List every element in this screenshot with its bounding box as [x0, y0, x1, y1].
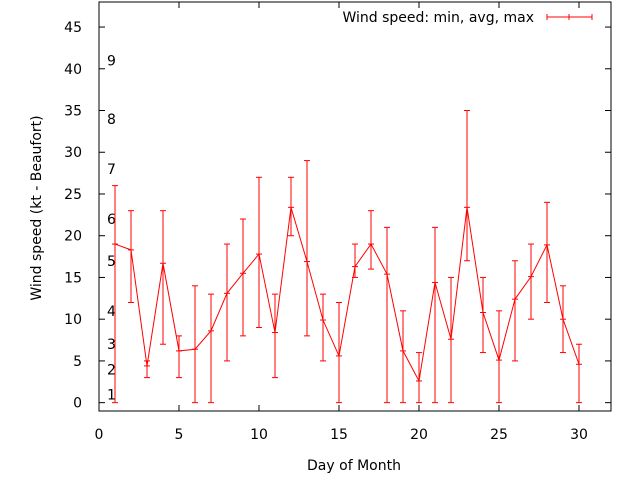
- beaufort-label: 6: [107, 212, 116, 228]
- error-bar: [496, 310, 502, 404]
- y-tick-label: 10: [64, 312, 82, 328]
- error-bar: [576, 343, 582, 404]
- legend-label: Wind speed: min, avg, max: [342, 10, 534, 26]
- beaufort-label: 3: [107, 337, 116, 353]
- y-tick-label: 30: [64, 145, 82, 161]
- error-bar: [336, 301, 342, 404]
- error-bar: [416, 352, 422, 404]
- beaufort-label: 5: [107, 254, 116, 270]
- legend: Wind speed: min, avg, max: [342, 10, 593, 26]
- error-bar: [400, 310, 406, 404]
- beaufort-label: 4: [107, 304, 116, 320]
- y-tick-label: 0: [73, 396, 82, 412]
- error-bar: [272, 293, 278, 379]
- y-tick-label: 35: [64, 104, 82, 120]
- error-bar: [176, 335, 182, 379]
- y-tick-label: 15: [64, 270, 82, 286]
- y-tick-label: 5: [73, 354, 82, 370]
- beaufort-label: 2: [107, 362, 116, 378]
- beaufort-label: 9: [107, 53, 116, 69]
- x-tick-label: 15: [330, 427, 348, 443]
- error-bar: [384, 226, 390, 404]
- error-bar: [192, 285, 198, 404]
- error-bar: [320, 293, 326, 362]
- error-bar: [208, 293, 214, 404]
- error-bar: [112, 185, 118, 404]
- error-bar: [304, 160, 310, 337]
- y-tick-label: 40: [64, 62, 82, 78]
- error-bar: [432, 226, 438, 404]
- error-bar: [240, 218, 246, 337]
- beaufort-label: 7: [107, 162, 116, 178]
- y-tick-label: 20: [64, 229, 82, 245]
- error-bar: [480, 276, 486, 354]
- error-bar: [448, 276, 454, 404]
- error-bar: [224, 243, 230, 362]
- error-bar: [160, 210, 166, 345]
- x-tick-label: 25: [490, 427, 508, 443]
- x-tick-label: 10: [250, 427, 268, 443]
- error-bar: [128, 210, 134, 303]
- series-group: [112, 110, 582, 404]
- y-tick-label: 25: [64, 187, 82, 203]
- error-bar: [528, 243, 534, 320]
- x-tick-label: 0: [95, 427, 104, 443]
- x-axis-title: Day of Month: [307, 458, 401, 474]
- plot-frame: [98, 1, 612, 412]
- error-bar: [352, 243, 358, 278]
- legend-swatch: [546, 14, 593, 20]
- beaufort-label: 1: [107, 387, 116, 403]
- error-bar: [464, 110, 470, 262]
- beaufort-scale: 1 2 3 4 5 6 7 8 9: [107, 53, 116, 403]
- error-bar: [368, 210, 374, 270]
- beaufort-label: 8: [107, 112, 116, 128]
- error-bar: [512, 260, 518, 362]
- error-bar: [256, 176, 262, 329]
- error-bar: [288, 176, 294, 237]
- avg-line: [114, 207, 580, 383]
- y-tick-label: 45: [64, 20, 82, 36]
- y-axis-title: Wind speed (kt - Beaufort): [29, 115, 45, 300]
- x-tick-label: 5: [175, 427, 184, 443]
- x-tick-label: 30: [570, 427, 588, 443]
- x-tick-label: 20: [410, 427, 428, 443]
- error-bar: [544, 201, 550, 303]
